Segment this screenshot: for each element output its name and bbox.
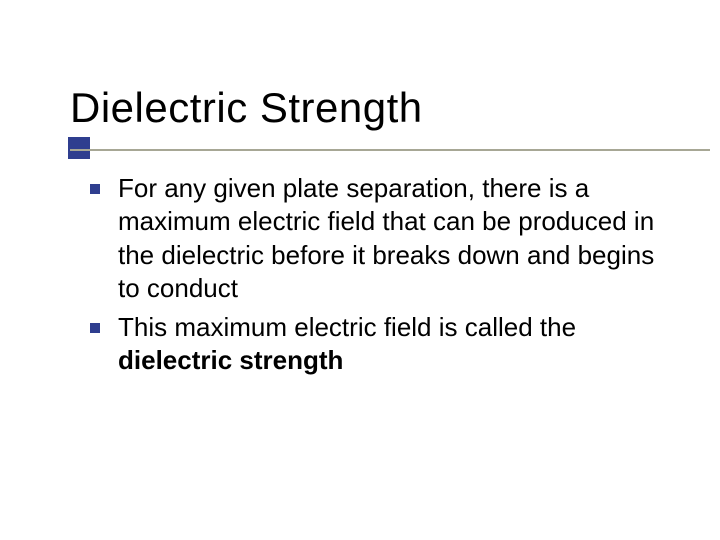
square-bullet-icon xyxy=(90,184,100,194)
square-bullet-icon xyxy=(90,323,100,333)
slide-title: Dielectric Strength xyxy=(70,84,423,132)
list-item: This maximum electric field is called th… xyxy=(118,311,658,378)
title-block: Dielectric Strength xyxy=(70,78,423,126)
list-item-text: For any given plate separation, there is… xyxy=(118,172,658,305)
list-item-text-normal: This maximum electric field is called th… xyxy=(118,312,576,342)
body-content: For any given plate separation, there is… xyxy=(118,172,658,384)
list-item-text: This maximum electric field is called th… xyxy=(118,311,658,378)
list-item-text-normal: For any given plate separation, there is… xyxy=(118,173,654,303)
title-underline xyxy=(70,146,710,151)
slide: Dielectric Strength For any given plate … xyxy=(0,0,720,540)
list-item: For any given plate separation, there is… xyxy=(118,172,658,305)
list-item-text-bold: dielectric strength xyxy=(118,345,343,375)
